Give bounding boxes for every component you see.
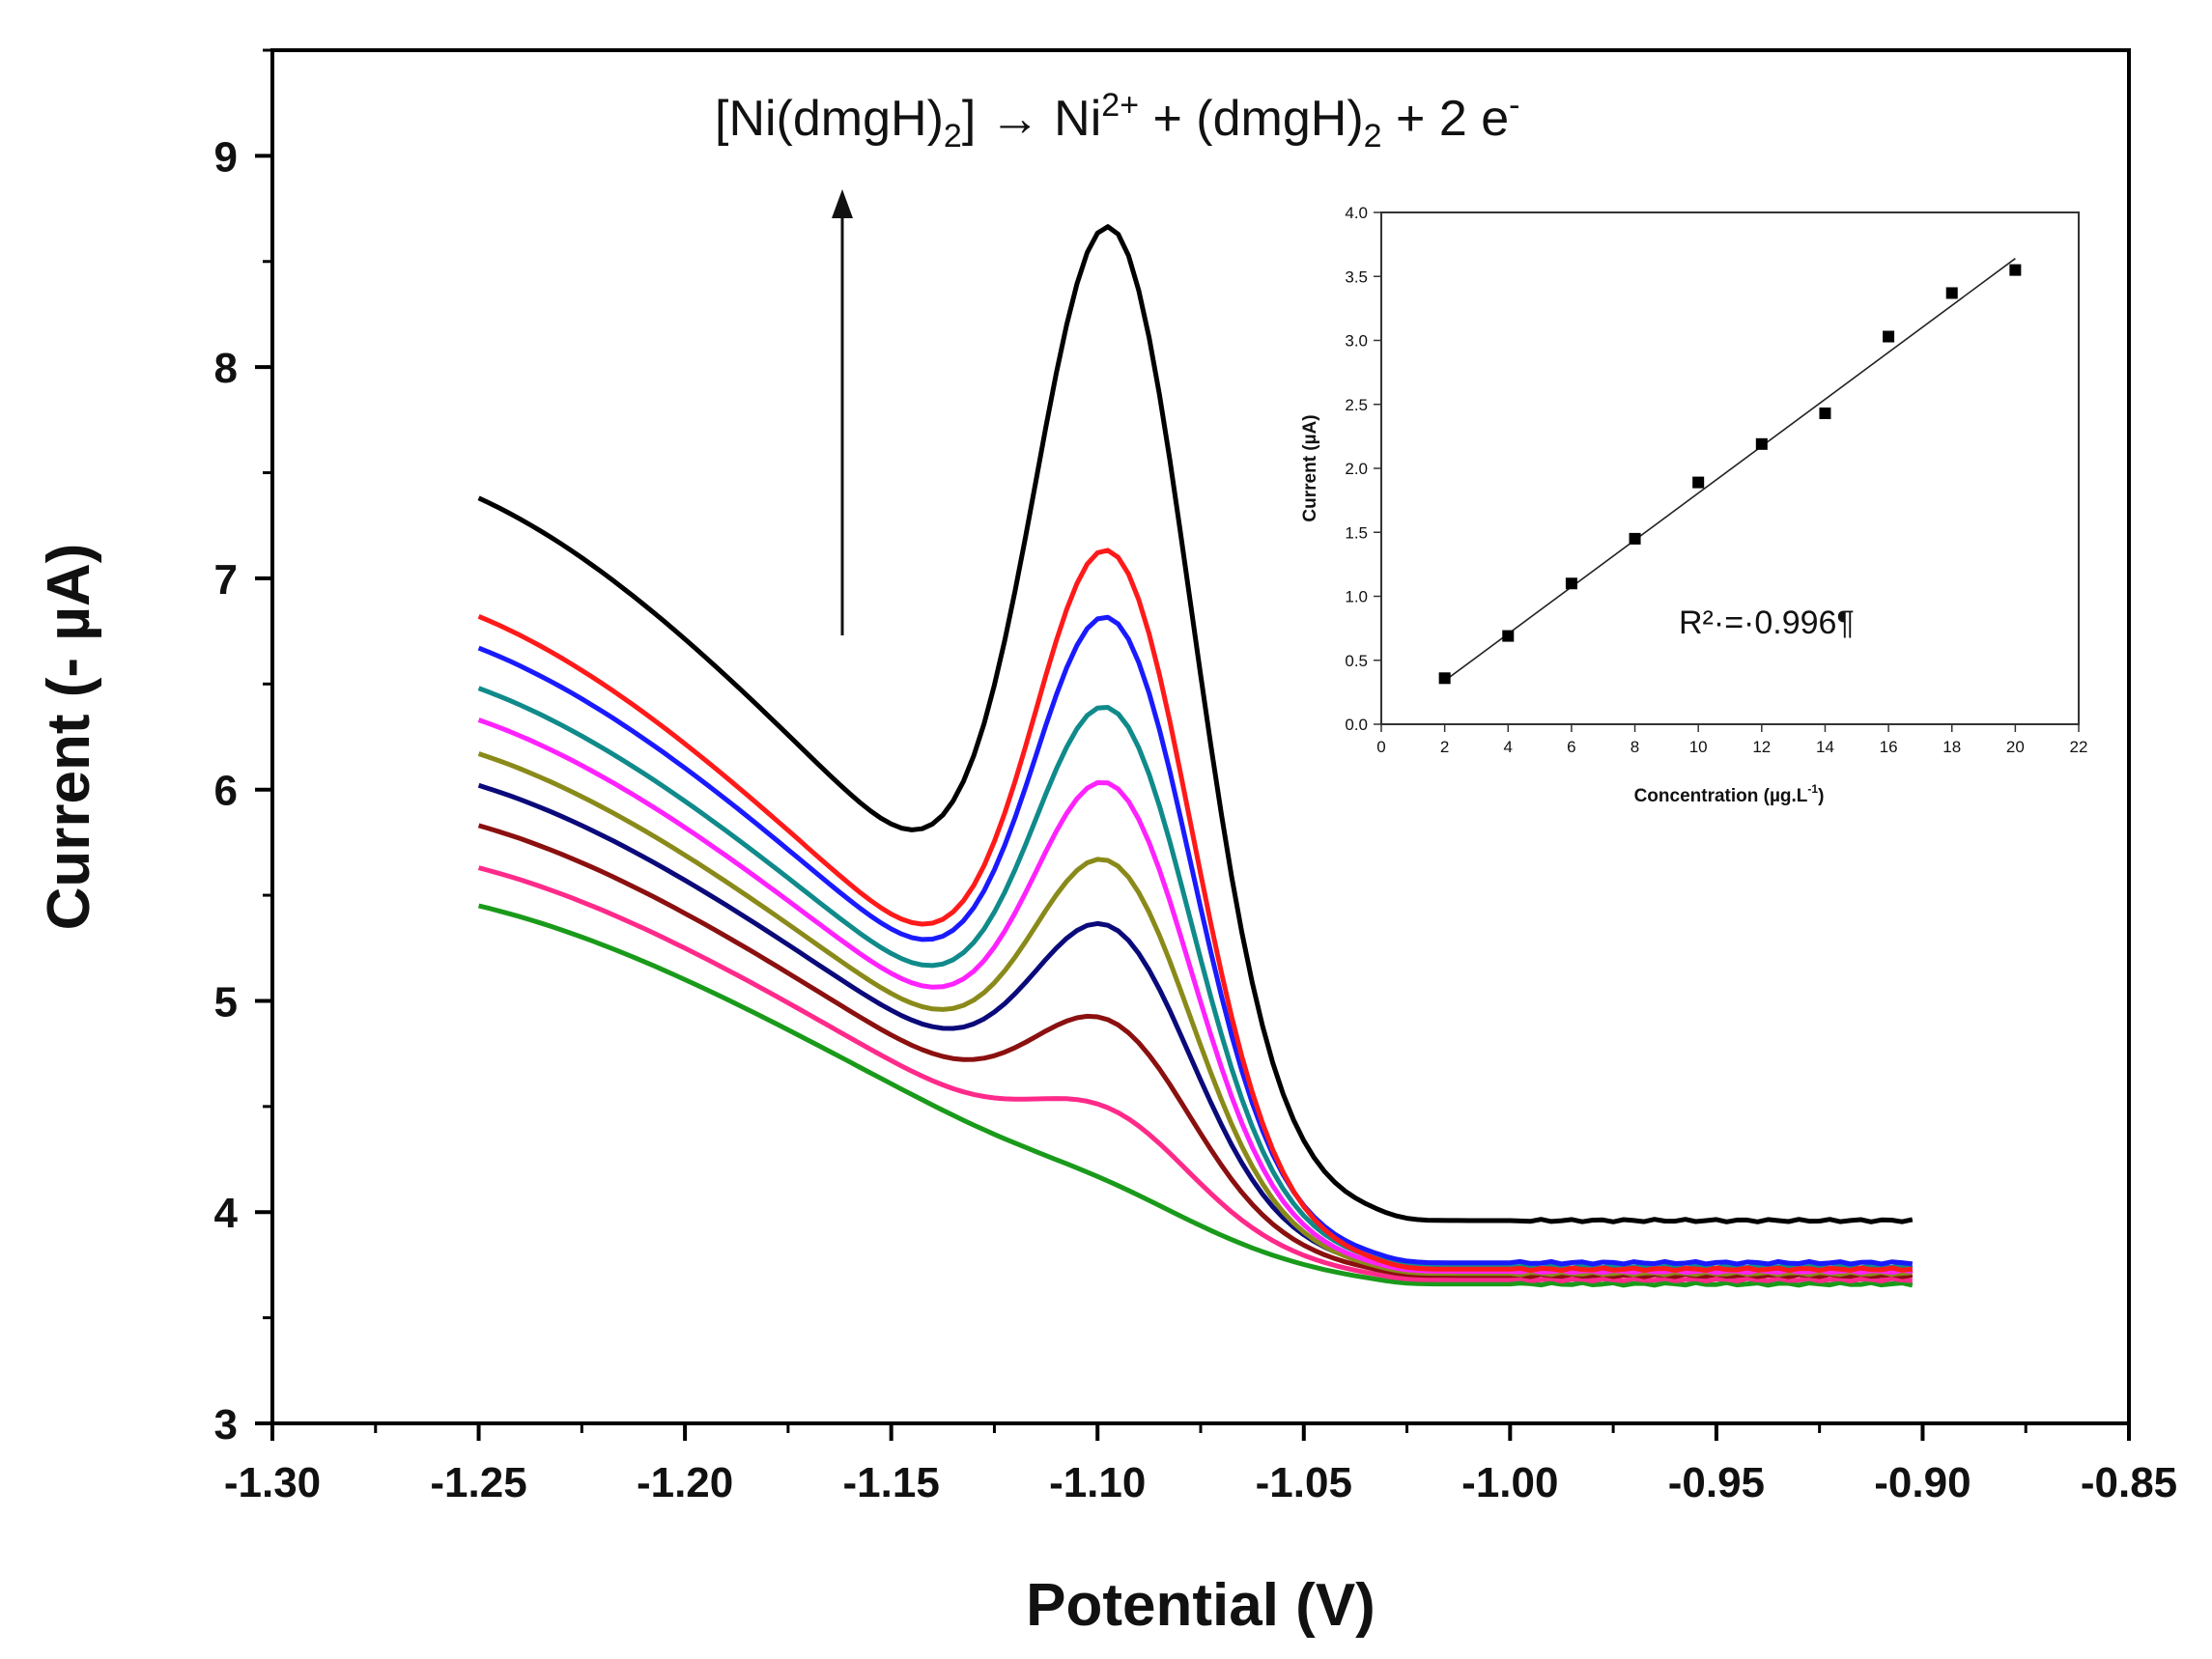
series-curve-5 [477,751,1914,1278]
series-curve-7 [477,686,1914,1271]
inset-data-point [1819,408,1831,420]
inset-axis-ticks: 0 2 4 6 8 10 12 14 16 18 20 22 0.0 0.5 1.0 1.5 2.0 2.5 3.0… [1345,204,2087,756]
inset-data-point [1883,330,1895,343]
inset-x-tick-label: 6 [1567,738,1575,756]
inset-x-tick-label: 10 [1689,738,1708,756]
inset-chart: 0 2 4 6 8 10 12 14 16 18 20 22 0.0 0.5 1.0 1.5 2.0 2.5 3.0… [1300,204,2087,806]
series-curve-2 [477,865,1913,1283]
x-tick-label: -0.85 [2081,1459,2177,1506]
y-tick-label: 3 [214,1401,238,1448]
equation-part-4: + 2 e [1382,91,1510,147]
series-curve-1 [478,903,1914,1288]
inset-x-tick-label: 16 [1880,738,1898,756]
inset-x-tick-label: 18 [1943,738,1961,756]
equation-part-3: + (dmgH) [1139,91,1364,147]
inset-data-point [1565,577,1577,590]
inset-data-point [1945,287,1958,299]
x-tick-label: -1.20 [637,1459,733,1506]
inset-x-tick-label: 4 [1504,738,1513,756]
inset-fit-line [1444,258,2016,682]
inset-data-point [2009,264,2022,276]
x-tick-label: -1.30 [224,1459,321,1506]
inset-x-tick-label: 2 [1440,738,1449,756]
equation-sup-1: 2+ [1101,87,1139,124]
y-tick-label: 6 [214,768,238,815]
series-curve-9 [477,548,1914,1274]
equation-sup-2: - [1509,87,1519,124]
x-tick-label: -1.00 [1461,1459,1558,1506]
inset-y-tick-label: 0.5 [1345,652,1368,670]
equation-part-2: ] → Ni [962,91,1101,147]
inset-x-tick-label: 20 [2006,738,2025,756]
equation-sub-1: 2 [944,118,962,155]
y-axis-title: Current (- µA) [36,544,102,931]
concentration-arrow [832,189,853,635]
arrow-head-icon [832,189,853,218]
inset-y-tick-label: 3.5 [1345,267,1368,286]
y-tick-label: 5 [214,978,238,1026]
inset-points-group [1438,264,2022,685]
main-series-group [477,224,1914,1288]
inset-x-tick-label: 0 [1376,738,1385,756]
x-tick-label: -1.05 [1256,1459,1352,1506]
y-tick-label: 8 [214,345,238,392]
inset-data-point [1755,437,1768,450]
equation-sub-2: 2 [1364,118,1382,155]
x-tick-label: -0.90 [1874,1459,1971,1506]
series-curve-8 [477,614,1914,1267]
inset-x-title-main: Concentration (µg.L [1634,786,1808,806]
inset-y-tick-label: 2.0 [1345,460,1368,478]
inset-x-title-sup: -1 [1807,782,1818,796]
inset-data-point [1502,630,1515,642]
series-curve-3 [477,823,1914,1279]
y-tick-label: 7 [214,556,238,604]
y-tick-label: 9 [214,133,238,181]
inset-y-tick-label: 4.0 [1345,204,1368,222]
r-squared-label: R²·=·0.996¶ [1679,605,1855,641]
inset-x-tick-label: 12 [1752,738,1771,756]
x-tick-label: -0.95 [1668,1459,1765,1506]
x-tick-label: -1.25 [430,1459,526,1506]
inset-y-tick-label: 1.0 [1345,588,1368,606]
inset-y-tick-label: 3.0 [1345,332,1368,351]
inset-x-tick-label: 8 [1631,738,1639,756]
x-tick-label: -1.10 [1049,1459,1146,1506]
y-tick-label: 4 [214,1190,239,1237]
series-curve-10 [477,224,1914,1224]
inset-data-point [1692,476,1705,489]
inset-x-tick-label: 22 [2070,738,2088,756]
inset-y-tick-label: 1.5 [1345,523,1368,542]
inset-y-axis-title: Current (µA) [1300,414,1320,521]
inset-data-point [1629,532,1641,545]
inset-y-tick-label: 0.0 [1345,716,1368,734]
x-tick-label: -1.15 [843,1459,940,1506]
equation-part-1: [Ni(dmgH) [715,91,944,147]
x-axis-title: Potential (V) [1026,1572,1375,1639]
inset-x-title-end: ) [1818,786,1824,806]
main-axis-ticks: -1.30 -1.25 -1.20 -1.15 -1.10 -1.05 -1.00 -0.95… [214,48,2177,1506]
reaction-equation: [Ni(dmgH)2] → Ni2+ + (dmgH)2 + 2 e- [715,87,1519,155]
inset-x-tick-label: 14 [1816,738,1834,756]
inset-data-point [1438,672,1451,685]
inset-x-axis-title: Concentration (µg.L-1) [1634,782,1825,806]
inset-y-tick-label: 2.5 [1345,396,1368,414]
